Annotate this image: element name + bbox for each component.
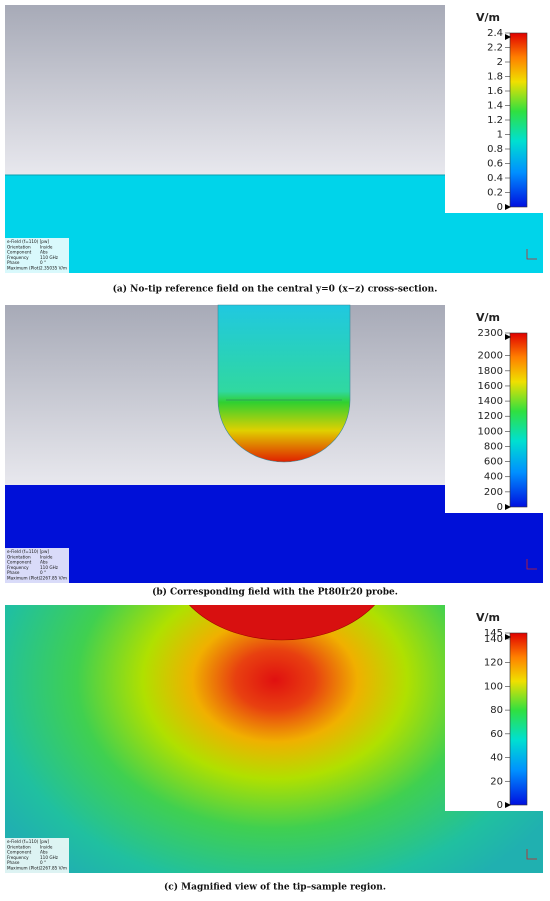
colorbar-tick-label: 60 bbox=[490, 729, 503, 740]
marker bbox=[505, 34, 511, 40]
caption: (c) Magnified view of the tip–sample reg… bbox=[164, 882, 386, 893]
info-label: Frequency bbox=[7, 565, 29, 570]
colorbar-tick-label: 1200 bbox=[478, 411, 503, 422]
info-box bbox=[5, 238, 69, 273]
colorbar-tick-label: 2300 bbox=[478, 328, 503, 339]
info-value: 0 ° bbox=[40, 570, 46, 575]
axis-icon bbox=[526, 249, 537, 260]
info-value: Abs bbox=[40, 560, 48, 565]
info-value: Abs bbox=[40, 850, 48, 855]
colorbar-tick-label: 0.4 bbox=[487, 173, 503, 184]
info-value: Inside bbox=[40, 844, 53, 849]
caption: (b) Corresponding field with the Pt80Ir2… bbox=[152, 587, 398, 598]
colorbar-tick-label: 0.2 bbox=[487, 188, 503, 199]
marker bbox=[505, 504, 511, 510]
panels: V/m 0 0.2 0.4 0.6 0.8 1 1.2 1.4 1.6 1.8 2 2.2 2.4 e-Fi… bbox=[5, 5, 543, 893]
info-label: Orientation bbox=[7, 244, 31, 249]
info-value: Inside bbox=[40, 244, 53, 249]
info-value: 110 GHz bbox=[40, 255, 59, 260]
colorbar-tick-label: 800 bbox=[484, 441, 503, 452]
colorbar-tick-label: 1.2 bbox=[487, 115, 503, 126]
info-label: Component bbox=[7, 850, 32, 855]
colorbar bbox=[509, 332, 528, 508]
colorbar-tick-label: 0 bbox=[497, 502, 503, 513]
colorbar-tick-label: 1.4 bbox=[487, 101, 503, 112]
info-label: Maximum (Plot) bbox=[7, 266, 40, 271]
colorbar-tick-label: 0.6 bbox=[487, 159, 503, 170]
info-value: 110 GHz bbox=[40, 565, 59, 570]
colorbar-tick-label: 1000 bbox=[478, 426, 503, 437]
colorbar-tick-label: 0 bbox=[497, 202, 503, 213]
marker bbox=[505, 634, 511, 640]
info-box bbox=[5, 548, 69, 583]
info-value: 2267.85 V/m bbox=[40, 866, 67, 871]
colorbar-tick-label: 200 bbox=[484, 487, 503, 498]
info-label: Phase bbox=[7, 260, 20, 265]
colorbar-tick-label: 80 bbox=[490, 705, 503, 716]
info-label: Component bbox=[7, 250, 32, 255]
colorbar bbox=[509, 32, 528, 208]
colorbar-tick-label: 1.8 bbox=[487, 72, 503, 83]
colorbar-tick-label: 0.8 bbox=[487, 144, 503, 155]
colorbar-tick-label: 400 bbox=[484, 472, 503, 483]
info-label: Phase bbox=[7, 570, 20, 575]
colorbar-tick-label: 1600 bbox=[478, 381, 503, 392]
colorbar bbox=[509, 632, 528, 806]
info-label: e-Field (f=110) [pw] bbox=[7, 839, 49, 844]
probe-tip bbox=[189, 605, 375, 641]
colorbar-tick-label: 20 bbox=[490, 776, 503, 787]
info-value: Inside bbox=[40, 554, 53, 559]
info-label: Component bbox=[7, 560, 32, 565]
colorbar-tick-label: 2 bbox=[497, 57, 503, 68]
info-box bbox=[5, 838, 69, 873]
info-value: Abs bbox=[40, 250, 48, 255]
colorbar-tick-label: 140 bbox=[484, 634, 503, 645]
info-value: 2.35035 V/m bbox=[40, 266, 67, 271]
info-label: Orientation bbox=[7, 554, 31, 559]
info-label: Maximum (Plot) bbox=[7, 866, 40, 871]
info-value: 0 ° bbox=[40, 260, 46, 265]
colorbar-unit: V/m bbox=[476, 11, 500, 24]
info-value: 2267.85 V/m bbox=[40, 576, 67, 581]
caption: (a) No-tip reference field on the centra… bbox=[113, 284, 438, 295]
colorbar-tick-label: 2.2 bbox=[487, 43, 503, 54]
info-value: 110 GHz bbox=[40, 855, 59, 860]
colorbar-tick-label: 1400 bbox=[478, 396, 503, 407]
info-label: Frequency bbox=[7, 255, 29, 260]
colorbar-tick-label: 100 bbox=[484, 681, 503, 692]
colorbar-tick-label: 0 bbox=[497, 800, 503, 811]
info-label: Phase bbox=[7, 860, 20, 865]
colorbar-tick-label: 1 bbox=[497, 130, 503, 141]
colorbar-tick-label: 600 bbox=[484, 457, 503, 468]
colorbar-tick-label: 2.4 bbox=[487, 28, 503, 39]
colorbar-tick-label: 40 bbox=[490, 753, 503, 764]
probe bbox=[217, 304, 351, 463]
colorbar-tick-label: 145 bbox=[484, 628, 503, 639]
info-label: Maximum (Plot) bbox=[7, 576, 40, 581]
colorbar-tick-label: 1800 bbox=[478, 366, 503, 377]
info-label: Orientation bbox=[7, 844, 31, 849]
info-label: e-Field (f=110) [pw] bbox=[7, 549, 49, 554]
colorbar-tick-label: 1.6 bbox=[487, 86, 503, 97]
colorbar-tick-label: 120 bbox=[484, 658, 503, 669]
marker bbox=[505, 204, 511, 210]
info-value: 0 ° bbox=[40, 860, 46, 865]
axis-icon bbox=[526, 559, 537, 570]
info-label: e-Field (f=110) [pw] bbox=[7, 239, 49, 244]
marker bbox=[505, 802, 511, 808]
info-label: Frequency bbox=[7, 855, 29, 860]
colorbar-unit: V/m bbox=[476, 611, 500, 624]
axis-icon bbox=[526, 849, 537, 860]
colorbar-tick-label: 2000 bbox=[478, 351, 503, 362]
marker bbox=[505, 334, 511, 340]
colorbar-unit: V/m bbox=[476, 311, 500, 324]
